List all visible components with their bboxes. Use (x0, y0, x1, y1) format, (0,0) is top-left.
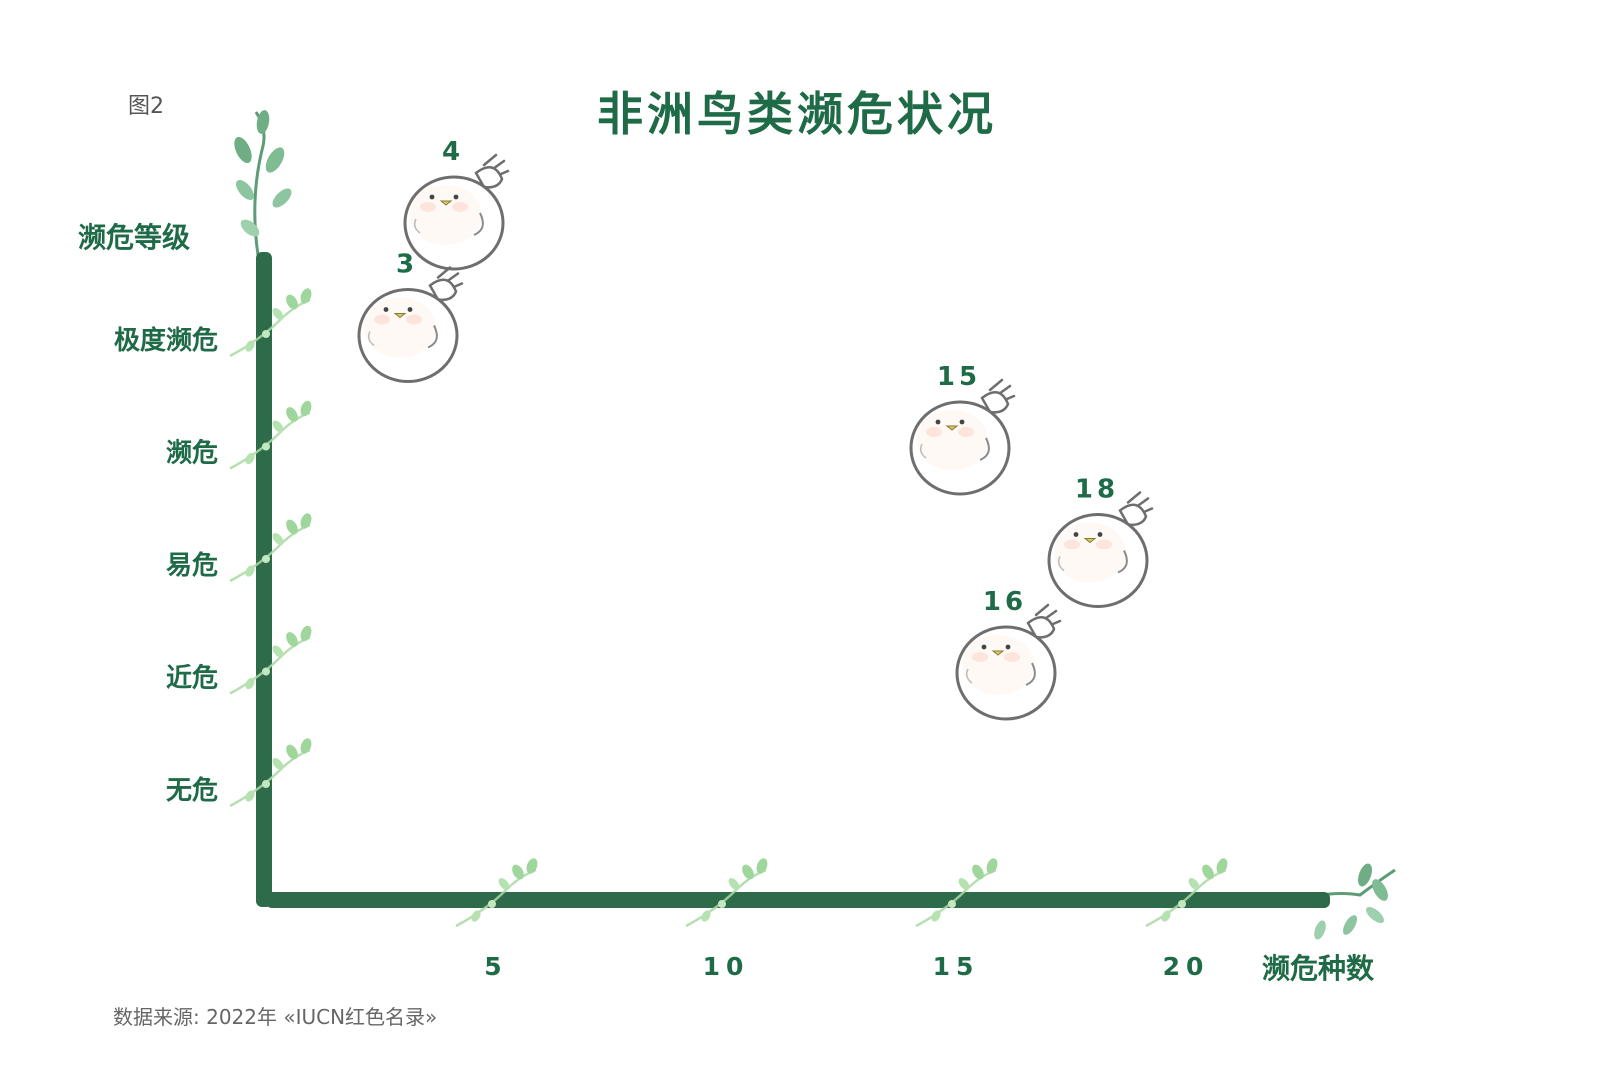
data-label: 16 (983, 587, 1027, 617)
x-tick-sprig (1144, 855, 1231, 928)
y-tick-label: 极度濒危 (114, 325, 218, 356)
y-tick-layer: 无危 近危 易危 濒危 极度濒危 (114, 285, 315, 808)
vine-right-decoration (1289, 863, 1396, 940)
data-point: 4 (403, 137, 510, 271)
bird-marker-icon (955, 603, 1062, 721)
bird-marker-icon (909, 378, 1016, 496)
x-tick-layer: 5 10 15 20 (454, 855, 1231, 981)
chart-title: 非洲鸟类濒危状况 (597, 87, 997, 141)
data-point: 3 (357, 250, 464, 383)
x-tick-label: 5 (484, 952, 507, 981)
x-tick-sprig (684, 855, 771, 928)
data-label: 3 (396, 250, 418, 280)
x-axis-title: 濒危种数 (1262, 952, 1375, 985)
x-tick-label: 15 (933, 952, 980, 981)
data-source-note: 数据来源: 2022年 «IUCN红色名录» (113, 1005, 437, 1029)
data-label: 15 (937, 362, 981, 392)
data-point: 16 (955, 587, 1062, 721)
x-axis-line (266, 892, 1330, 908)
x-tick-sprig (914, 855, 1001, 928)
figure-label: 图2 (128, 94, 164, 119)
data-label: 4 (442, 137, 464, 167)
x-tick-label: 10 (703, 952, 750, 981)
bird-marker-icon (1047, 491, 1154, 608)
y-tick-label: 无危 (166, 775, 218, 806)
x-tick-sprig (454, 855, 541, 928)
bird-marker-icon (403, 153, 510, 271)
bird-marker-icon (357, 266, 464, 383)
y-tick-label: 近危 (166, 663, 218, 694)
data-point: 18 (1047, 475, 1154, 608)
y-axis-line (256, 252, 272, 907)
y-tick-label: 濒危 (166, 438, 218, 469)
y-tick-label: 易危 (166, 550, 218, 581)
point-layer: 4 3 15 18 16 (357, 137, 1154, 721)
vine-top-decoration (234, 110, 292, 256)
x-tick-label: 20 (1163, 952, 1210, 981)
data-label: 18 (1075, 475, 1119, 505)
data-point: 15 (909, 362, 1016, 496)
y-axis-title: 濒危等级 (78, 221, 190, 254)
